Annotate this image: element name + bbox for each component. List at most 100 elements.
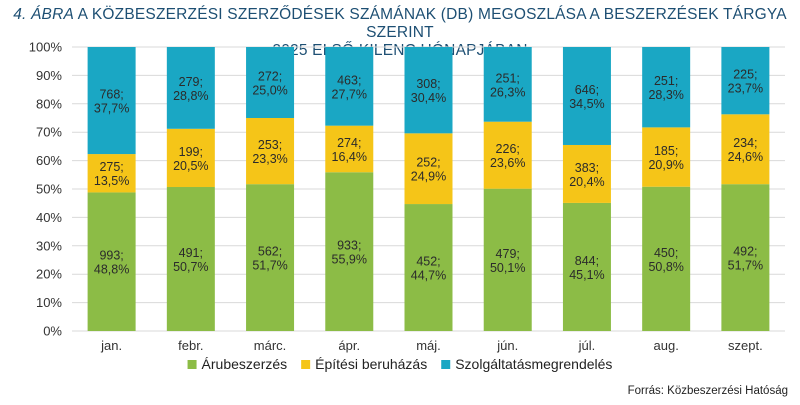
bar-segment bbox=[404, 204, 453, 331]
bar-segment bbox=[562, 202, 611, 331]
bar-segment bbox=[325, 172, 374, 331]
data-label-line: 199; bbox=[179, 145, 203, 159]
bar-segment bbox=[246, 118, 295, 185]
y-tick-label: 60% bbox=[36, 153, 62, 168]
bar-segment bbox=[642, 186, 691, 331]
data-label-line: 25,0% bbox=[252, 84, 287, 98]
bar-segment bbox=[246, 47, 295, 118]
y-tick-label: 30% bbox=[36, 238, 62, 253]
data-label: 646; 34,5% bbox=[569, 83, 604, 111]
data-label: 492; 51,7% bbox=[728, 245, 763, 273]
data-label-line: 646; bbox=[575, 83, 599, 97]
data-label: 272; 25,0% bbox=[252, 70, 287, 98]
data-label-line: 50,8% bbox=[648, 260, 683, 274]
data-label-line: 308; bbox=[416, 77, 440, 91]
data-label-line: 491; bbox=[179, 246, 203, 260]
data-label-line: 13,5% bbox=[94, 174, 129, 188]
data-label-line: 479; bbox=[496, 247, 520, 261]
data-label-line: 34,5% bbox=[569, 97, 604, 111]
x-tick-label: ápr. bbox=[338, 338, 360, 353]
data-label: 383; 20,4% bbox=[569, 161, 604, 189]
bar-segment bbox=[721, 114, 770, 185]
x-tick-label: aug. bbox=[654, 338, 679, 353]
data-label-line: 20,4% bbox=[569, 175, 604, 189]
legend-swatch bbox=[187, 360, 197, 369]
bar-segment bbox=[325, 125, 374, 173]
bar-segment bbox=[87, 47, 136, 155]
data-label-line: 844; bbox=[575, 254, 599, 268]
data-label-line: 383; bbox=[575, 161, 599, 175]
legend-entry: Árubeszerzés bbox=[202, 356, 288, 372]
data-label: 251; 28,3% bbox=[648, 74, 683, 102]
legend-swatch bbox=[441, 360, 451, 369]
data-label-line: 252; bbox=[416, 156, 440, 170]
data-label: 234; 24,6% bbox=[728, 136, 763, 164]
bar-segment bbox=[404, 133, 453, 205]
data-label-line: 28,8% bbox=[173, 89, 208, 103]
data-label-line: 185; bbox=[654, 144, 678, 158]
data-label-line: 16,4% bbox=[332, 150, 367, 164]
x-tick-label: jún. bbox=[496, 338, 518, 353]
data-label-line: 30,4% bbox=[411, 91, 446, 105]
data-label: 479; 50,1% bbox=[490, 247, 525, 275]
data-label: 308; 30,4% bbox=[411, 77, 446, 105]
data-label: 450; 50,8% bbox=[648, 246, 683, 274]
data-label: 226; 23,6% bbox=[490, 142, 525, 170]
y-tick-label: 70% bbox=[36, 125, 62, 140]
bar-segment bbox=[642, 127, 691, 187]
bar-segment bbox=[166, 128, 215, 188]
data-label-line: 50,7% bbox=[173, 260, 208, 274]
bar-segment bbox=[642, 47, 691, 128]
data-label-line: 24,6% bbox=[728, 150, 763, 164]
data-label-line: 23,7% bbox=[728, 82, 763, 96]
data-label: 993; 48,8% bbox=[94, 249, 129, 277]
y-tick-label: 50% bbox=[36, 182, 62, 197]
data-label: 279; 28,8% bbox=[173, 75, 208, 103]
data-label-line: 26,3% bbox=[490, 85, 525, 99]
data-label: 452; 44,7% bbox=[411, 255, 446, 283]
bar-segment bbox=[404, 47, 453, 134]
data-label: 253; 23,3% bbox=[252, 138, 287, 166]
y-tick-label: 10% bbox=[36, 295, 62, 310]
bar-segment bbox=[483, 121, 532, 189]
bar-segment bbox=[483, 47, 532, 122]
data-label-line: 933; bbox=[337, 239, 361, 253]
data-label-line: 20,9% bbox=[648, 158, 683, 172]
data-label: 199; 20,5% bbox=[173, 145, 208, 173]
source-note: Forrás: Közbeszerzési Hatóság bbox=[627, 385, 788, 397]
data-label: 252; 24,9% bbox=[411, 156, 446, 184]
legend-entry: Szolgáltatásmegrendelés bbox=[455, 356, 612, 372]
data-label-line: 251; bbox=[496, 71, 520, 85]
x-tick-label: máj. bbox=[416, 338, 441, 353]
legend-swatch bbox=[301, 360, 311, 369]
bar-segment bbox=[246, 184, 295, 331]
data-label-line: 272; bbox=[258, 70, 282, 84]
data-label-line: 234; bbox=[733, 136, 757, 150]
data-label: 768; 37,7% bbox=[94, 88, 129, 116]
data-label-line: 226; bbox=[496, 142, 520, 156]
data-label-line: 279; bbox=[179, 75, 203, 89]
data-label: 933; 55,9% bbox=[332, 239, 367, 267]
data-label-line: 274; bbox=[337, 136, 361, 150]
x-tick-label: márc. bbox=[254, 338, 287, 353]
x-tick-label: febr. bbox=[178, 338, 203, 353]
bar-segment bbox=[483, 188, 532, 331]
data-label-line: 45,1% bbox=[569, 268, 604, 282]
data-label: 562; 51,7% bbox=[252, 245, 287, 273]
data-label: 185; 20,9% bbox=[648, 144, 683, 172]
y-tick-label: 90% bbox=[36, 68, 62, 83]
bar-segment bbox=[87, 154, 136, 193]
data-label-line: 51,7% bbox=[252, 259, 287, 273]
data-label-line: 28,3% bbox=[648, 88, 683, 102]
data-label: 251; 26,3% bbox=[490, 71, 525, 99]
bar-segment bbox=[562, 47, 611, 145]
bar-segment bbox=[562, 144, 611, 203]
data-label-line: 23,3% bbox=[252, 152, 287, 166]
data-label-line: 27,7% bbox=[332, 87, 367, 101]
bar-segment bbox=[87, 192, 136, 331]
x-tick-label: jan. bbox=[100, 338, 122, 353]
data-label-line: 251; bbox=[654, 74, 678, 88]
data-label-line: 275; bbox=[99, 160, 123, 174]
data-label-line: 450; bbox=[654, 246, 678, 260]
